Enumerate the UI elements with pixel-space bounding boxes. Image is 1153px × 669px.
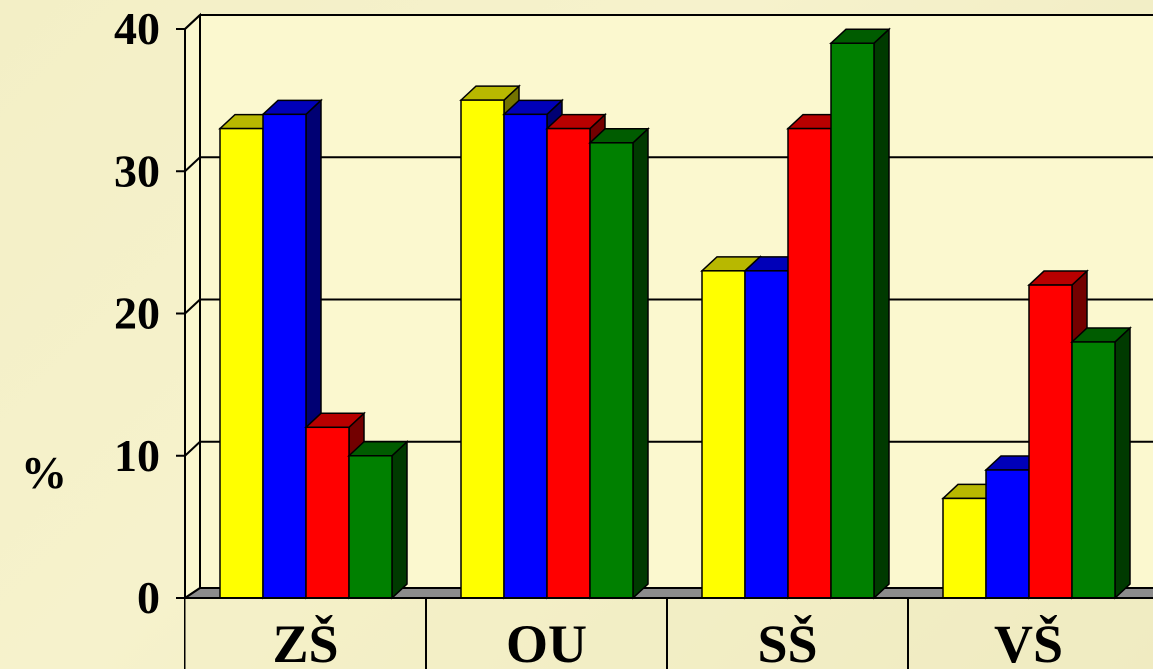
gridline-diag xyxy=(184,14,201,30)
category-label: VŠ xyxy=(994,614,1063,669)
bar-front xyxy=(348,455,393,599)
bar xyxy=(588,127,650,600)
bar-side xyxy=(632,127,649,600)
bar-front xyxy=(262,113,307,599)
bar-front xyxy=(1028,284,1073,599)
bar xyxy=(1070,326,1132,600)
bar-side xyxy=(873,27,890,600)
bar-side xyxy=(391,440,408,600)
category-table: ZŠ OU SŠ VŠ xyxy=(185,597,1153,669)
y-ticks: 0 10 20 30 40 xyxy=(114,3,186,669)
y-tick-label: 30 xyxy=(114,145,160,196)
category-label: OU xyxy=(506,614,587,669)
y-tick-label: 20 xyxy=(114,288,160,339)
gridlines xyxy=(184,14,1153,457)
gridline-diag xyxy=(184,298,201,315)
bar-side xyxy=(1114,326,1131,600)
bar-front xyxy=(1071,341,1116,599)
bar xyxy=(829,27,891,600)
category-label: ZŠ xyxy=(272,614,338,669)
y-tick-label: 10 xyxy=(114,430,160,481)
bar-front xyxy=(305,426,350,599)
bar-front xyxy=(985,469,1030,599)
table-cell-bg xyxy=(185,598,1153,669)
y-axis-label: % xyxy=(21,447,67,498)
y-tick-label: 0 xyxy=(137,572,160,623)
bar-front xyxy=(744,270,789,599)
bar-front xyxy=(589,142,634,599)
bar-front xyxy=(942,497,987,599)
bar-front xyxy=(830,42,875,599)
bar-front xyxy=(503,113,548,599)
bar xyxy=(261,98,323,600)
y-tick-label: 40 xyxy=(114,3,160,54)
bar-front xyxy=(787,127,832,599)
gridline-diag xyxy=(184,156,201,172)
bar-front xyxy=(219,127,264,599)
gridline-diag xyxy=(184,441,201,457)
category-label: SŠ xyxy=(757,614,817,669)
bar-front xyxy=(701,270,746,599)
bar xyxy=(347,440,409,600)
bar-front xyxy=(546,127,591,599)
bar-front xyxy=(460,99,505,599)
